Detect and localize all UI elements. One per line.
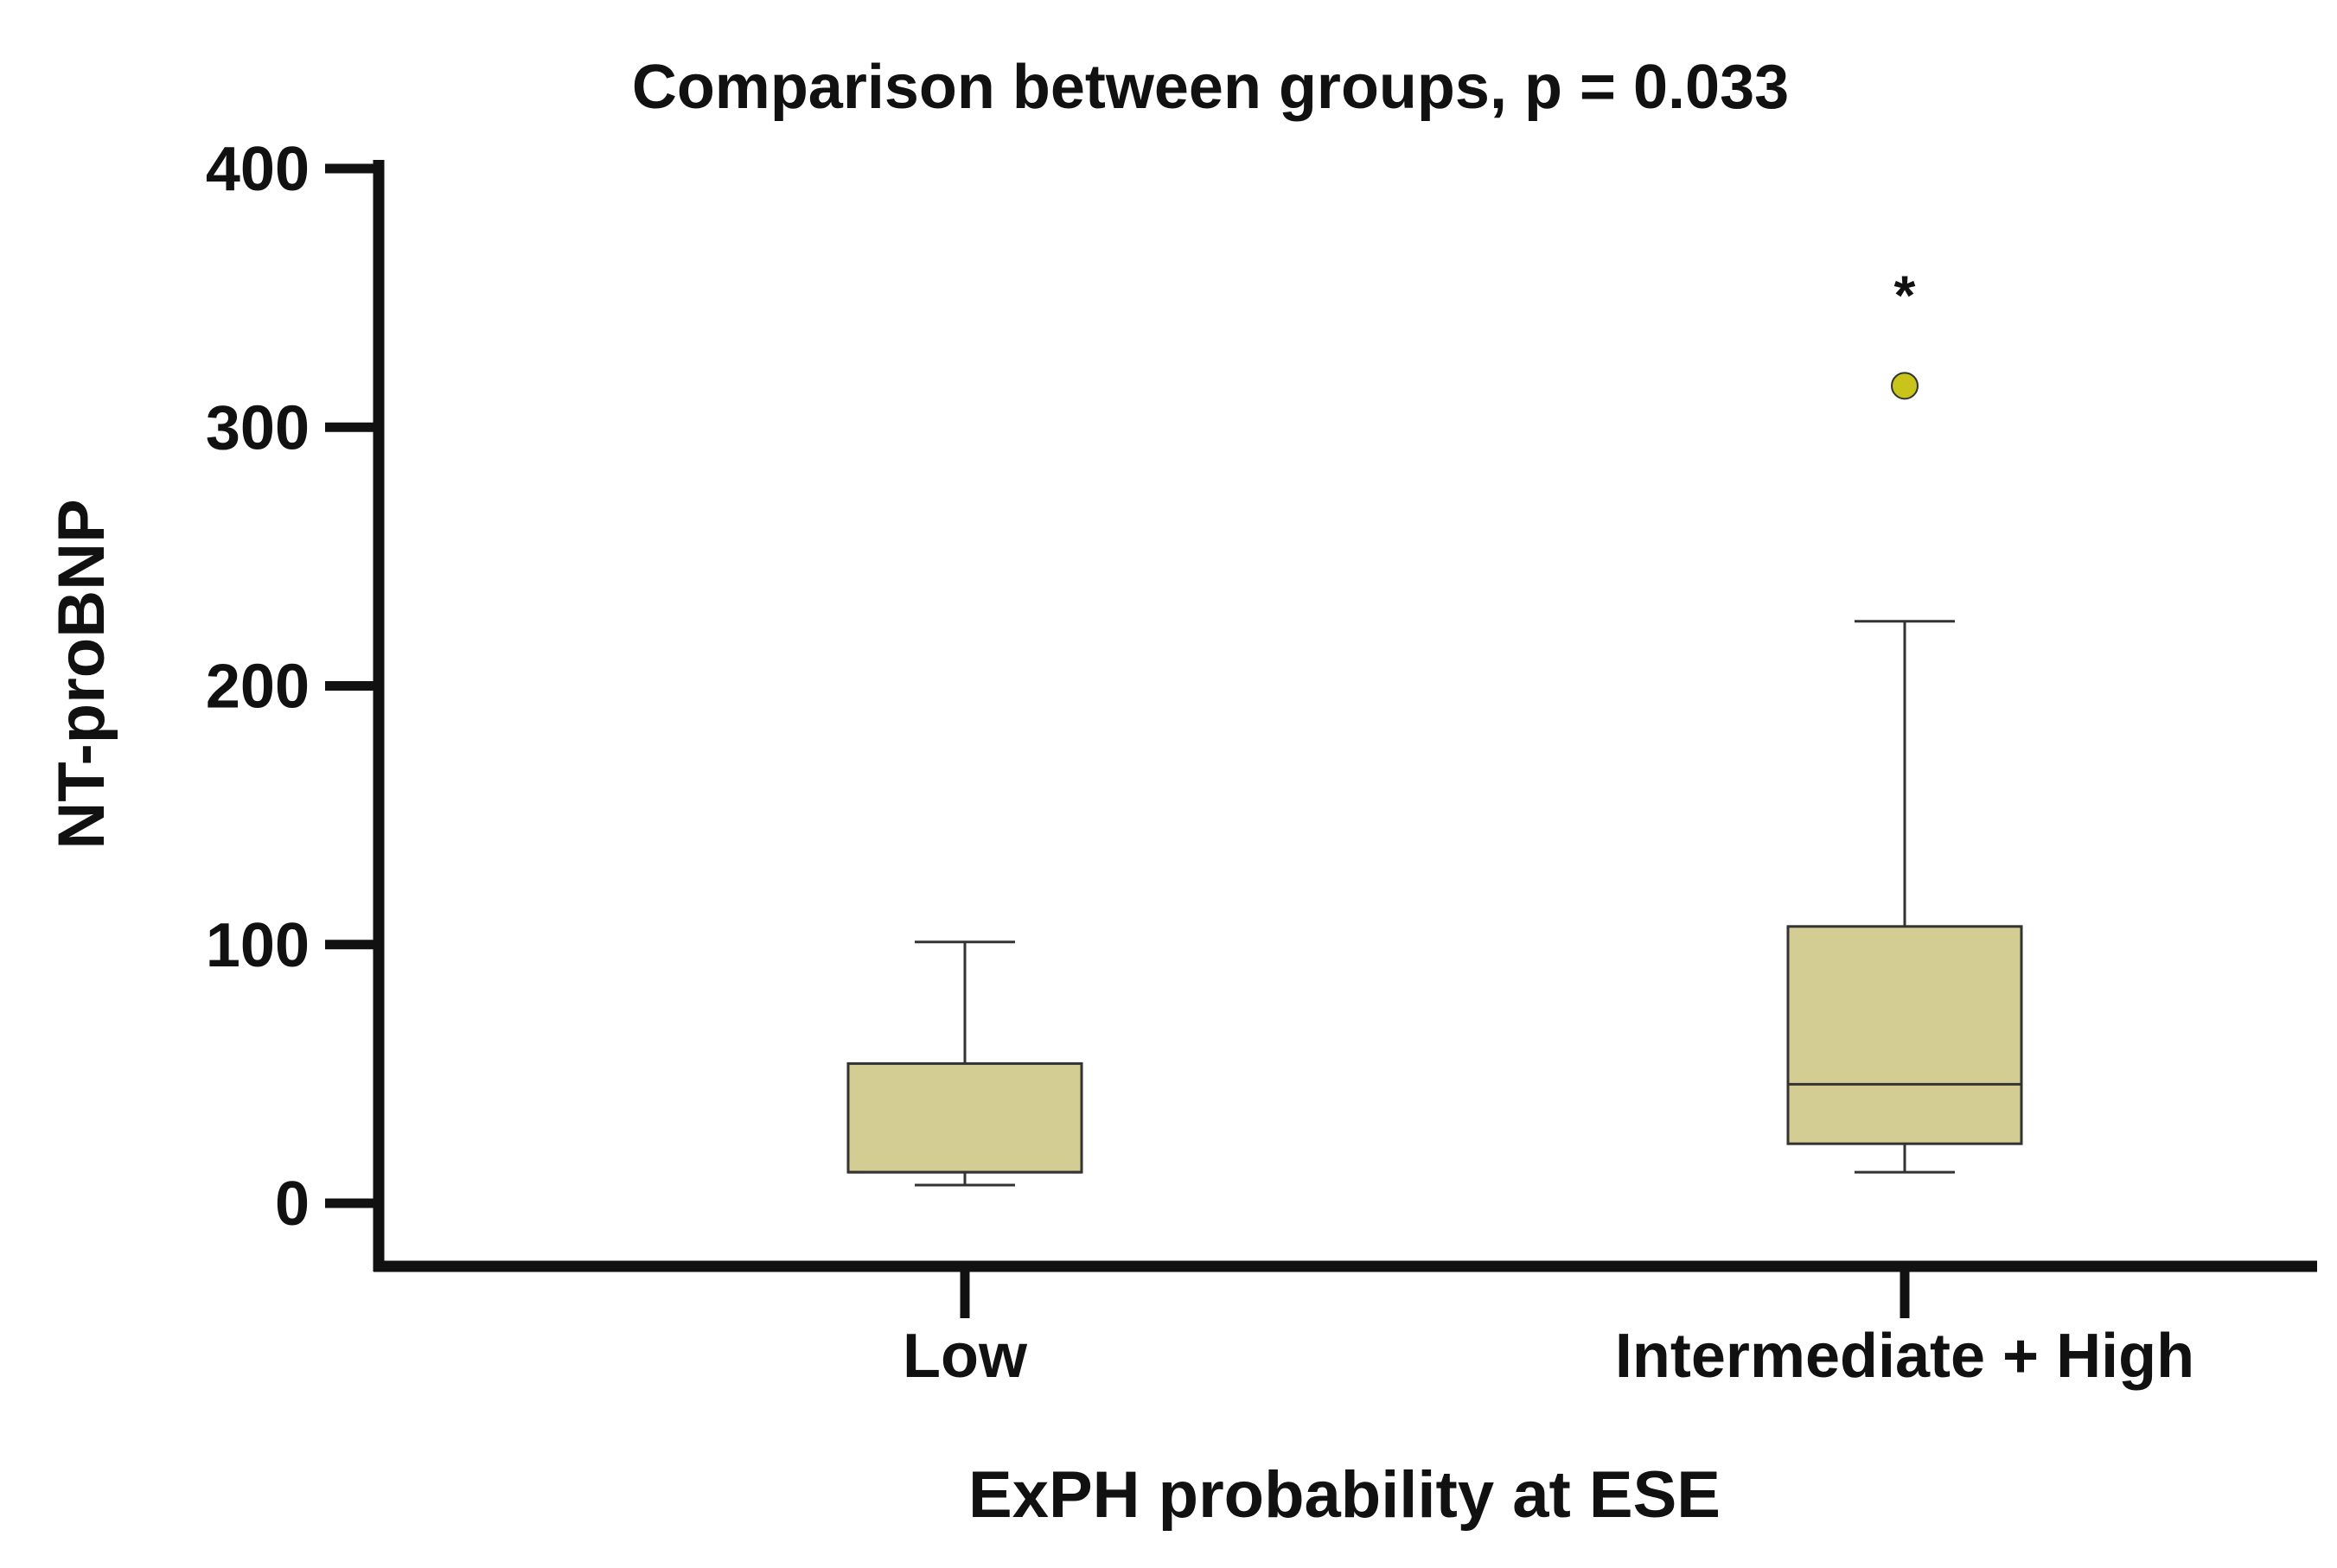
plot-area: * [846, 265, 2023, 1187]
box-group [846, 940, 1083, 1187]
box-iqr [1786, 925, 2023, 1145]
y-tick-label: 400 [206, 135, 310, 204]
y-tick-label: 0 [275, 1170, 310, 1239]
outlier-point [1891, 372, 1919, 400]
extreme-marker: * [1894, 265, 1916, 327]
x-tick-label: Intermediate + High [1615, 1322, 2194, 1391]
x-axis-label: ExPH probability at ESE [968, 1458, 1721, 1532]
y-axis-label: NT-proBNP [45, 499, 118, 849]
box-group: * [1786, 265, 2023, 1174]
y-tick-label: 100 [206, 911, 310, 980]
y-tick-label: 200 [206, 653, 310, 722]
y-axis: 0 100 200 300 400 [206, 135, 385, 1272]
x-axis: Low Intermediate + High [374, 1260, 2317, 1391]
box-iqr [846, 1061, 1083, 1174]
x-tick-label: Low [903, 1322, 1028, 1391]
y-tick-label: 300 [206, 393, 310, 462]
chart-title: Comparison between groups, p = 0.033 [632, 53, 1789, 122]
